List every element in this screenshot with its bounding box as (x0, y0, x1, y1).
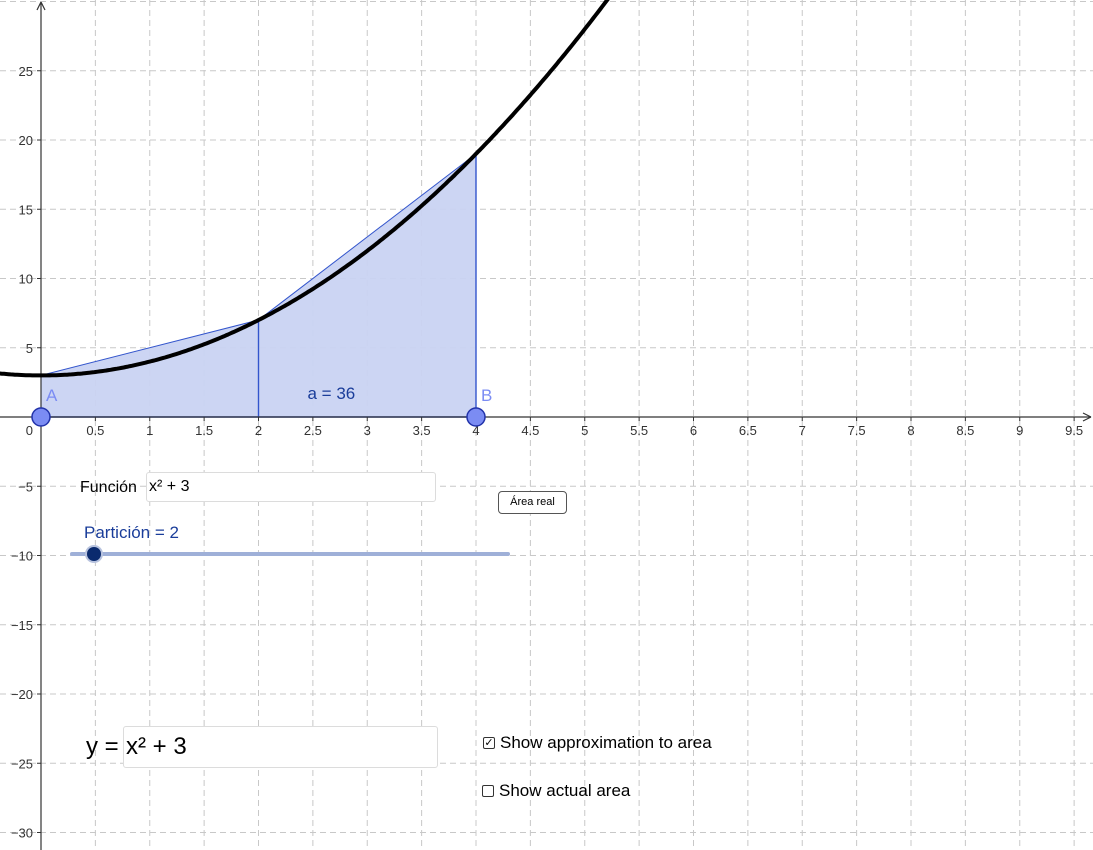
x-tick-label: 9 (1016, 423, 1023, 438)
x-tick-label: 9.5 (1065, 423, 1083, 438)
y-tick-label: 25 (19, 64, 33, 79)
y-tick-label: −15 (11, 618, 33, 633)
x-tick-label: 0.5 (86, 423, 104, 438)
x-tick-label: 3 (364, 423, 371, 438)
point-b[interactable] (466, 407, 486, 427)
x-tick-label: 5.5 (630, 423, 648, 438)
x-tick-label: 7.5 (848, 423, 866, 438)
x-tick-label: 5 (581, 423, 588, 438)
function-input[interactable]: x² + 3 (146, 472, 436, 502)
partition-slider-label: Partición = 2 (84, 523, 179, 542)
x-tick-label: 7 (799, 423, 806, 438)
y-function-input[interactable]: x² + 3 (123, 726, 438, 768)
y-tick-label: −5 (18, 479, 33, 494)
show-actual-area-checkbox[interactable] (482, 785, 494, 797)
y-tick-label: 20 (19, 133, 33, 148)
y-tick-label: −30 (11, 826, 33, 841)
y-tick-label: 10 (19, 272, 33, 287)
x-tick-label: 4 (472, 423, 479, 438)
partition-slider-knob[interactable] (87, 547, 101, 561)
x-tick-label: 6 (690, 423, 697, 438)
y-tick-label: −10 (11, 549, 33, 564)
y-tick-label: −25 (11, 756, 33, 771)
x-axis-arrow (1082, 412, 1092, 422)
x-tick-label: 8 (907, 423, 914, 438)
origin-label: 0 (26, 423, 33, 438)
point-b-label: B (481, 386, 492, 405)
x-tick-label: 8.5 (956, 423, 974, 438)
area-value-label: a = 36 (307, 384, 355, 403)
y-equals-label: y = (86, 733, 119, 760)
point-a-label: A (46, 386, 58, 405)
area-real-button[interactable]: Área real (498, 491, 567, 514)
y-tick-label: 5 (26, 341, 33, 356)
x-tick-label: 2 (255, 423, 262, 438)
x-tick-label: 4.5 (521, 423, 539, 438)
show-actual-area-toggle[interactable]: Show actual area (482, 781, 630, 801)
x-tick-label: 6.5 (739, 423, 757, 438)
x-tick-label: 1 (146, 423, 153, 438)
parabola-curve (0, 0, 610, 378)
x-tick-label: 1.5 (195, 423, 213, 438)
x-tick-label: 3.5 (413, 423, 431, 438)
show-approximation-toggle[interactable]: Show approximation to area (483, 733, 712, 753)
show-approximation-checkbox[interactable] (483, 737, 495, 749)
function-label: Función (80, 479, 137, 496)
x-tick-label: 2.5 (304, 423, 322, 438)
y-axis-arrow (36, 1, 46, 11)
tick-labels: 0.5 1 1.5 2 2.5 3 3.5 4 4.5 5 5.5 6 6.5 7 7.5 8 8.5 9 9.5 2… (11, 64, 1083, 841)
y-tick-label: −20 (11, 687, 33, 702)
y-tick-label: 15 (19, 202, 33, 217)
partition-slider-track[interactable] (70, 552, 510, 556)
show-approximation-label: Show approximation to area (500, 733, 712, 752)
function-curve (0, 0, 610, 378)
point-a[interactable] (31, 407, 51, 427)
show-actual-area-label: Show actual area (499, 781, 631, 800)
